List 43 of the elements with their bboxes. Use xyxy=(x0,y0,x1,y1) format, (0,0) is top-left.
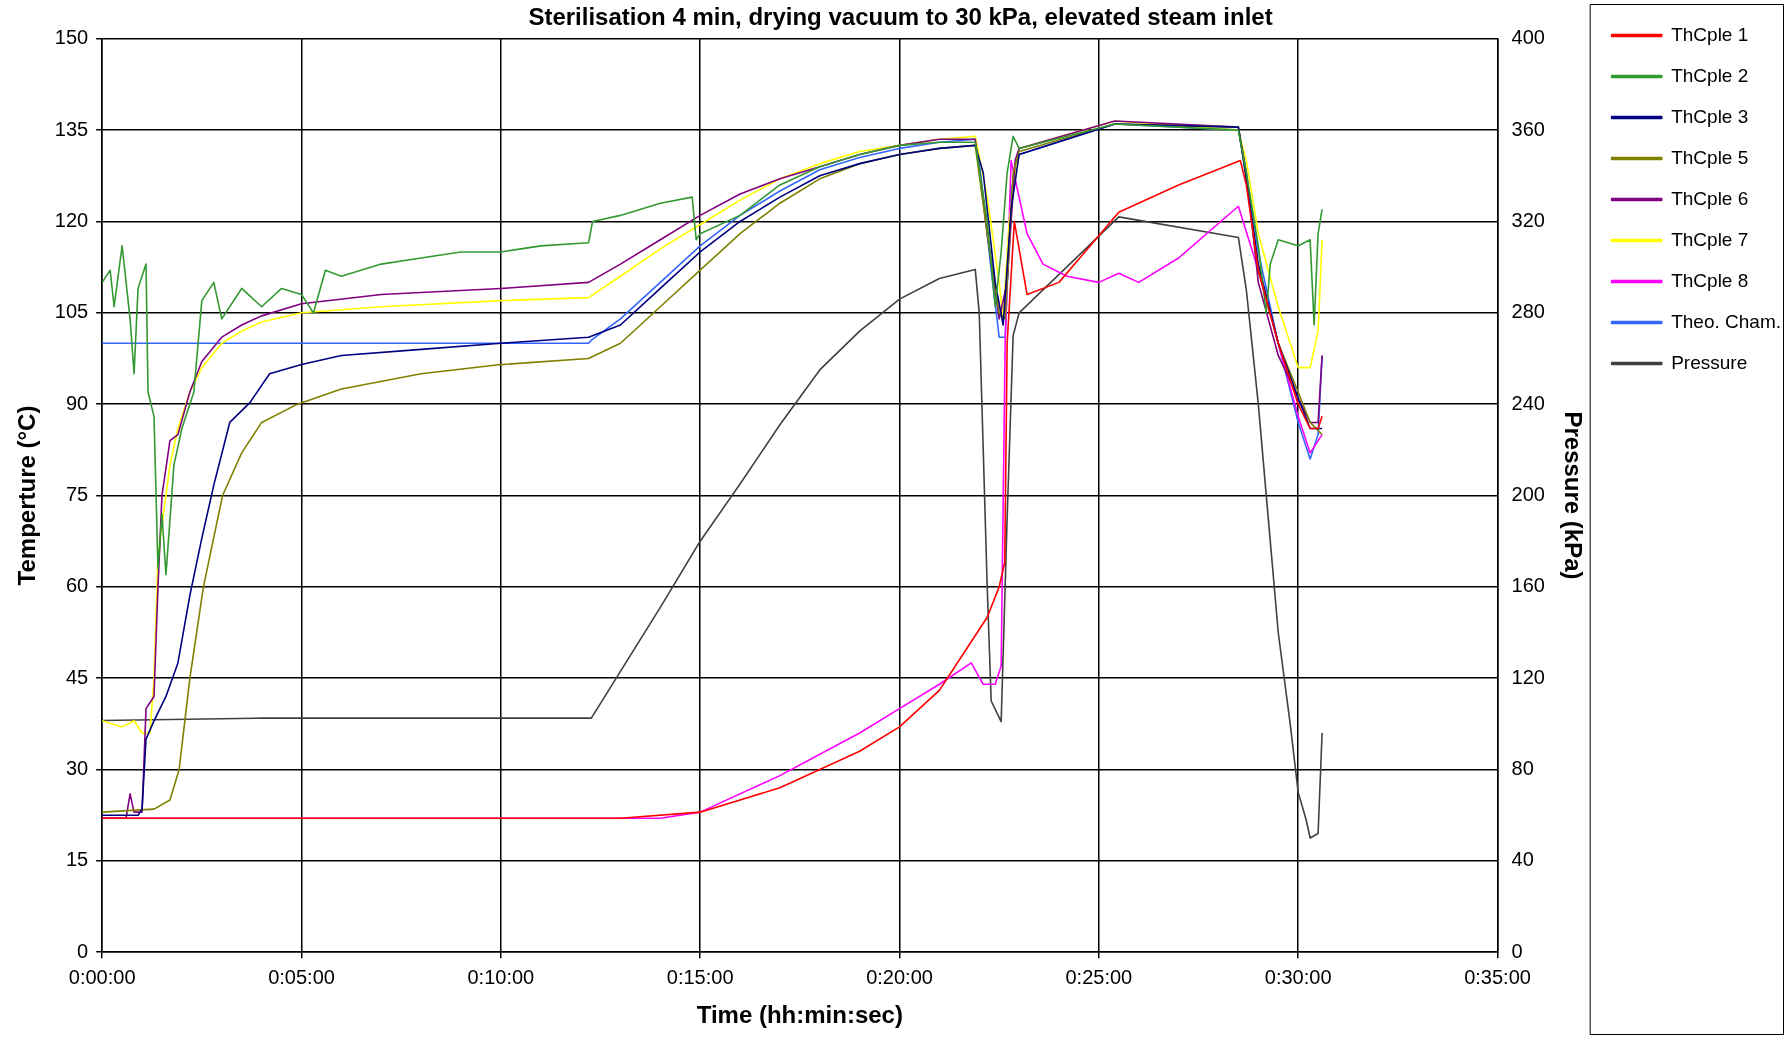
y-tick-label: 30 xyxy=(65,757,89,780)
y2-tick-label: 320 xyxy=(1511,209,1545,231)
legend-label: Theo. Cham. xyxy=(1671,310,1781,332)
x-tick-label: 0:10:00 xyxy=(467,965,535,988)
y2-tick-label: 200 xyxy=(1511,483,1545,506)
legend-label: ThCple 7 xyxy=(1671,228,1749,250)
y2-tick-label: 360 xyxy=(1511,117,1545,140)
y2-tick-label: 80 xyxy=(1511,757,1534,780)
chart-title: Sterilisation 4 min, drying vacuum to 30 kPa, elevated steam inlet xyxy=(528,3,1273,31)
y-tick-label: 75 xyxy=(65,483,89,506)
y-tick-label: 0 xyxy=(77,939,89,962)
x-tick-label: 0:05:00 xyxy=(268,965,335,988)
legend-label: ThCple 8 xyxy=(1671,269,1749,291)
y-axis-title: Temperture (°C) xyxy=(13,405,41,586)
y2-tick-label: 0 xyxy=(1511,939,1523,962)
y2-tick-label: 280 xyxy=(1511,300,1545,323)
y-tick-label: 90 xyxy=(65,391,89,414)
y2-tick-label: 160 xyxy=(1511,574,1545,597)
y2-tick-label: 240 xyxy=(1511,391,1545,414)
x-tick-label: 0:30:00 xyxy=(1264,965,1332,988)
y-tick-label: 120 xyxy=(54,209,89,231)
x-tick-label: 0:00:00 xyxy=(68,965,136,988)
y-tick-label: 135 xyxy=(54,117,89,140)
legend-label: ThCple 1 xyxy=(1671,23,1749,45)
y-tick-label: 105 xyxy=(54,300,89,323)
x-axis-title: Time (hh:min:sec) xyxy=(696,1001,903,1029)
x-tick-label: 0:20:00 xyxy=(866,965,933,988)
y-tick-label: 45 xyxy=(65,665,89,688)
legend-label: ThCple 2 xyxy=(1671,64,1749,86)
y2-tick-label: 400 xyxy=(1511,26,1545,49)
legend-label: ThCple 6 xyxy=(1671,187,1749,209)
x-tick-label: 0:35:00 xyxy=(1464,965,1531,988)
x-tick-label: 0:25:00 xyxy=(1065,965,1133,988)
x-tick-label: 0:15:00 xyxy=(666,965,734,988)
legend-label: Pressure xyxy=(1671,351,1748,373)
y-tick-label: 150 xyxy=(54,26,89,49)
y-tick-label: 60 xyxy=(65,574,89,597)
y2-tick-label: 120 xyxy=(1511,665,1545,688)
y-tick-label: 15 xyxy=(65,848,89,871)
legend-label: ThCple 3 xyxy=(1671,105,1749,127)
legend-label: ThCple 5 xyxy=(1671,146,1749,168)
y2-tick-label: 40 xyxy=(1511,848,1534,871)
y2-axis-title: Pressure (kPa) xyxy=(1559,411,1587,580)
